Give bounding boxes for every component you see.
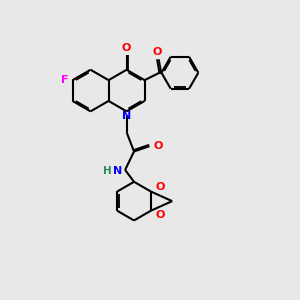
Text: O: O <box>155 210 165 220</box>
Text: O: O <box>155 182 165 192</box>
Text: N: N <box>113 166 123 176</box>
Text: F: F <box>61 75 68 85</box>
Text: H: H <box>103 166 112 176</box>
Text: O: O <box>153 140 162 151</box>
Text: N: N <box>122 111 131 122</box>
Text: O: O <box>152 47 162 57</box>
Text: O: O <box>122 43 131 53</box>
